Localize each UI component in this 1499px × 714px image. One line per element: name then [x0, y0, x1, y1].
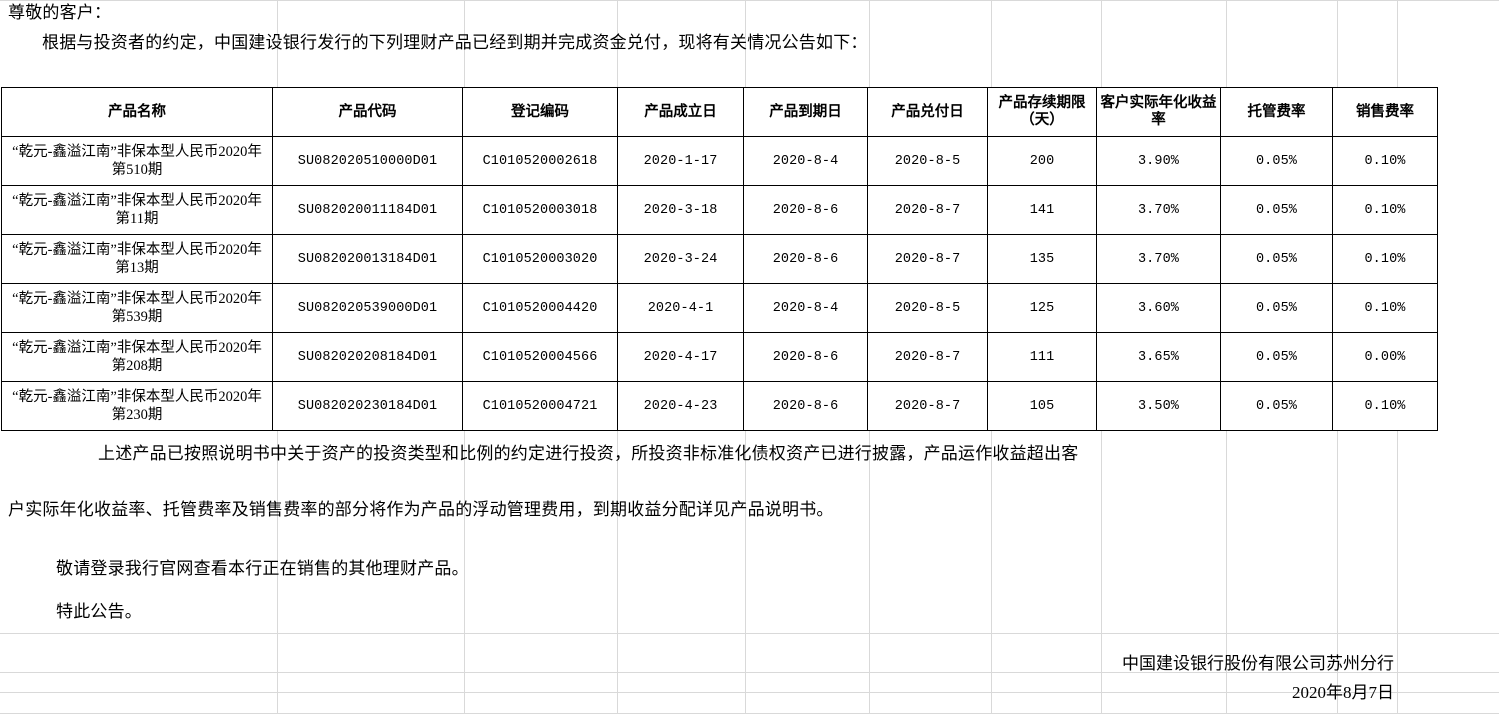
cell-annual-yield: 3.50% [1096, 381, 1221, 431]
cell-start-date: 2020-4-23 [617, 381, 744, 431]
cell-payment-date: 2020-8-5 [867, 136, 988, 186]
cell-custody-fee: 0.05% [1220, 185, 1333, 235]
cell-sales-fee: 0.10% [1332, 185, 1438, 235]
column-header-start-date: 产品成立日 [617, 87, 744, 137]
cell-registration-code: C1010520004420 [462, 283, 618, 333]
cell-registration-code: C1010520003020 [462, 234, 618, 284]
cell-product-name: “乾元-鑫溢江南”非保本型人民币2020年第539期 [1, 283, 273, 333]
yield-header-line1: 客户实际年化收益 [1100, 95, 1217, 111]
cell-payment-date: 2020-8-7 [867, 332, 988, 382]
cell-duration-days: 111 [987, 332, 1097, 382]
cell-product-code: SU082020510000D01 [272, 136, 463, 186]
column-header-sales-fee: 销售费率 [1332, 87, 1438, 137]
cell-annual-yield: 3.65% [1096, 332, 1221, 382]
cell-start-date: 2020-4-1 [617, 283, 744, 333]
cell-start-date: 2020-3-24 [617, 234, 744, 284]
cell-annual-yield: 3.70% [1096, 234, 1221, 284]
column-header-payment-date: 产品兑付日 [867, 87, 988, 137]
cell-product-name: “乾元-鑫溢江南”非保本型人民币2020年第208期 [1, 332, 273, 382]
cell-product-code: SU082020011184D01 [272, 185, 463, 235]
matured-products-table: 产品名称 产品代码 登记编码 产品成立日 产品到期日 产品兑付日 产品存续期限 … [1, 87, 1438, 431]
cell-duration-days: 200 [987, 136, 1097, 186]
duration-header-line1: 产品存续期限 [998, 95, 1086, 111]
intro-paragraph: 根据与投资者的约定，中国建设银行发行的下列理财产品已经到期并完成资金兑付，现将有… [42, 33, 868, 52]
note-paragraph-line3: 敬请登录我行官网查看本行正在销售的其他理财产品。 [56, 559, 469, 578]
cell-product-name: “乾元-鑫溢江南”非保本型人民币2020年第510期 [1, 136, 273, 186]
cell-annual-yield: 3.60% [1096, 283, 1221, 333]
signature-date: 2020年8月7日 [1292, 683, 1394, 702]
note-paragraph-line1: 上述产品已按照说明书中关于资产的投资类型和比例的约定进行投资，所投资非标准化债权… [98, 444, 1079, 463]
table-row: “乾元-鑫溢江南”非保本型人民币2020年第13期 SU082020013184… [1, 234, 1438, 284]
table-row: “乾元-鑫溢江南”非保本型人民币2020年第510期 SU08202051000… [1, 136, 1438, 186]
cell-payment-date: 2020-8-7 [867, 185, 988, 235]
yield-header-line2: 率 [1151, 112, 1166, 128]
cell-maturity-date: 2020-8-4 [743, 136, 868, 186]
cell-sales-fee: 0.10% [1332, 136, 1438, 186]
cell-product-name: “乾元-鑫溢江南”非保本型人民币2020年第11期 [1, 185, 273, 235]
column-header-maturity-date: 产品到期日 [743, 87, 868, 137]
cell-maturity-date: 2020-8-4 [743, 283, 868, 333]
table-row: “乾元-鑫溢江南”非保本型人民币2020年第230期 SU08202023018… [1, 381, 1438, 431]
salutation: 尊敬的客户： [8, 3, 112, 22]
cell-duration-days: 105 [987, 381, 1097, 431]
column-header-product-code: 产品代码 [272, 87, 463, 137]
cell-registration-code: C1010520004566 [462, 332, 618, 382]
cell-product-code: SU082020230184D01 [272, 381, 463, 431]
cell-duration-days: 135 [987, 234, 1097, 284]
column-header-registration-code: 登记编码 [462, 87, 618, 137]
cell-start-date: 2020-1-17 [617, 136, 744, 186]
cell-sales-fee: 0.10% [1332, 381, 1438, 431]
table-row: “乾元-鑫溢江南”非保本型人民币2020年第208期 SU08202020818… [1, 332, 1438, 382]
cell-sales-fee: 0.10% [1332, 234, 1438, 284]
cell-custody-fee: 0.05% [1220, 234, 1333, 284]
cell-sales-fee: 0.00% [1332, 332, 1438, 382]
table-row: “乾元-鑫溢江南”非保本型人民币2020年第11期 SU082020011184… [1, 185, 1438, 235]
cell-registration-code: C1010520003018 [462, 185, 618, 235]
cell-custody-fee: 0.05% [1220, 136, 1333, 186]
cell-maturity-date: 2020-8-6 [743, 234, 868, 284]
cell-payment-date: 2020-8-7 [867, 234, 988, 284]
column-header-custody-fee: 托管费率 [1220, 87, 1333, 137]
cell-duration-days: 141 [987, 185, 1097, 235]
cell-custody-fee: 0.05% [1220, 332, 1333, 382]
cell-registration-code: C1010520002618 [462, 136, 618, 186]
cell-product-code: SU082020539000D01 [272, 283, 463, 333]
table-row: “乾元-鑫溢江南”非保本型人民币2020年第539期 SU08202053900… [1, 283, 1438, 333]
note-paragraph-line2: 户实际年化收益率、托管费率及销售费率的部分将作为产品的浮动管理费用，到期收益分配… [8, 500, 834, 519]
duration-header-line2: （天） [1020, 112, 1064, 128]
cell-maturity-date: 2020-8-6 [743, 332, 868, 382]
cell-duration-days: 125 [987, 283, 1097, 333]
cell-maturity-date: 2020-8-6 [743, 381, 868, 431]
cell-annual-yield: 3.70% [1096, 185, 1221, 235]
cell-start-date: 2020-3-18 [617, 185, 744, 235]
column-header-product-name: 产品名称 [1, 87, 273, 137]
cell-annual-yield: 3.90% [1096, 136, 1221, 186]
cell-custody-fee: 0.05% [1220, 283, 1333, 333]
note-paragraph-line4: 特此公告。 [56, 602, 142, 621]
cell-product-name: “乾元-鑫溢江南”非保本型人民币2020年第230期 [1, 381, 273, 431]
cell-product-code: SU082020013184D01 [272, 234, 463, 284]
table-header-row: 产品名称 产品代码 登记编码 产品成立日 产品到期日 产品兑付日 产品存续期限 … [1, 87, 1438, 137]
cell-registration-code: C1010520004721 [462, 381, 618, 431]
cell-product-name: “乾元-鑫溢江南”非保本型人民币2020年第13期 [1, 234, 273, 284]
signature-organization: 中国建设银行股份有限公司苏州分行 [1122, 654, 1394, 673]
cell-payment-date: 2020-8-7 [867, 381, 988, 431]
cell-payment-date: 2020-8-5 [867, 283, 988, 333]
cell-custody-fee: 0.05% [1220, 381, 1333, 431]
cell-product-code: SU082020208184D01 [272, 332, 463, 382]
cell-start-date: 2020-4-17 [617, 332, 744, 382]
column-header-actual-annual-yield: 客户实际年化收益 率 [1096, 87, 1221, 137]
cell-sales-fee: 0.10% [1332, 283, 1438, 333]
cell-maturity-date: 2020-8-6 [743, 185, 868, 235]
column-header-duration-days: 产品存续期限 （天） [987, 87, 1097, 137]
